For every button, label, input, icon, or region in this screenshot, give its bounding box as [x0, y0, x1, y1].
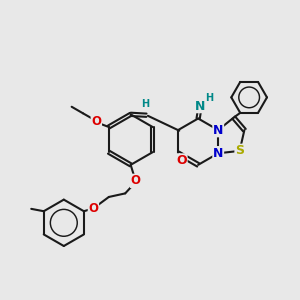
Text: O: O	[88, 202, 98, 215]
Text: S: S	[235, 144, 244, 158]
Text: O: O	[176, 154, 187, 167]
Text: N: N	[194, 100, 205, 112]
Text: O: O	[130, 174, 141, 188]
Text: O: O	[91, 115, 101, 128]
Text: H: H	[205, 93, 213, 103]
Text: N: N	[213, 147, 224, 160]
Text: H: H	[141, 99, 149, 109]
Text: N: N	[213, 124, 224, 136]
